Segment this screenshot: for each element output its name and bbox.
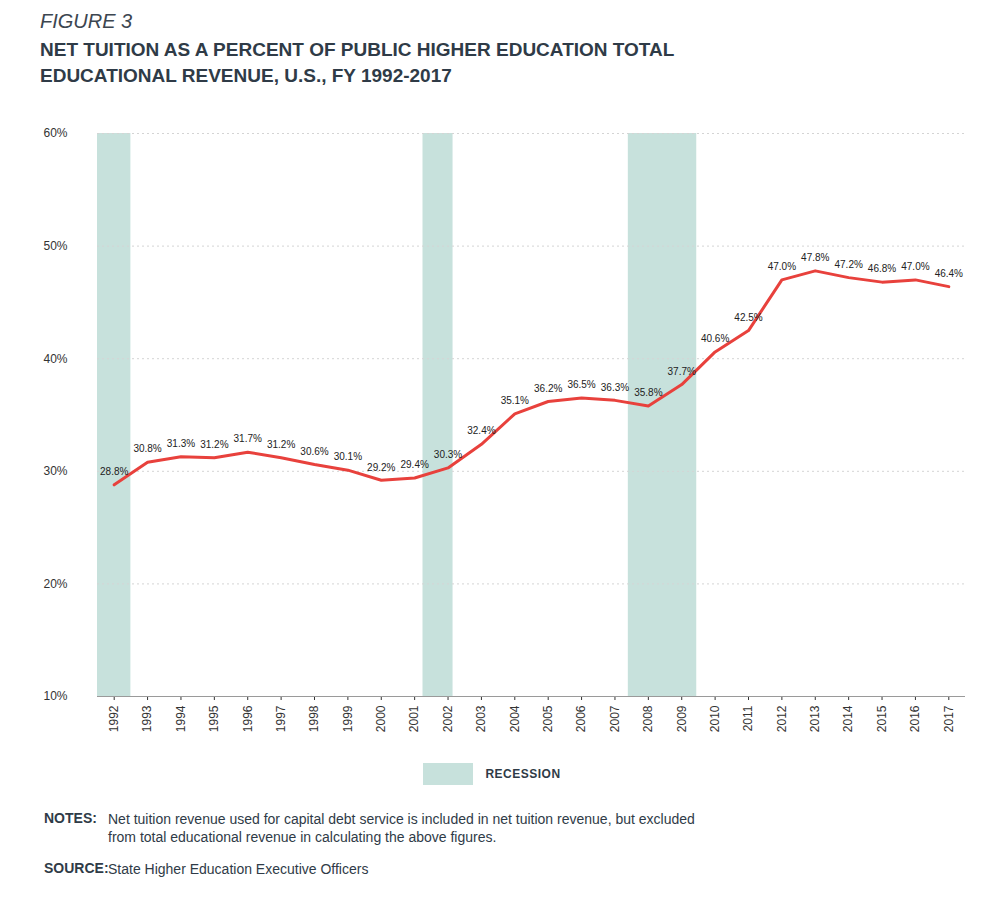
svg-text:2000: 2000 bbox=[374, 705, 388, 732]
svg-text:31.3%: 31.3% bbox=[167, 438, 195, 449]
svg-text:30%: 30% bbox=[43, 464, 67, 478]
svg-text:36.5%: 36.5% bbox=[567, 379, 595, 390]
svg-text:35.1%: 35.1% bbox=[501, 395, 529, 406]
svg-text:2006: 2006 bbox=[574, 705, 588, 732]
svg-text:31.2%: 31.2% bbox=[267, 439, 295, 450]
svg-text:36.3%: 36.3% bbox=[601, 382, 629, 393]
svg-text:28.8%: 28.8% bbox=[100, 466, 128, 477]
svg-text:47.0%: 47.0% bbox=[901, 261, 929, 272]
svg-text:2008: 2008 bbox=[641, 705, 655, 732]
svg-text:2013: 2013 bbox=[808, 705, 822, 732]
svg-text:20%: 20% bbox=[43, 577, 67, 591]
svg-text:1998: 1998 bbox=[307, 705, 321, 732]
svg-text:30.8%: 30.8% bbox=[133, 443, 161, 454]
svg-text:31.7%: 31.7% bbox=[234, 433, 262, 444]
svg-text:30.1%: 30.1% bbox=[334, 451, 362, 462]
html-text:NOTES:: NOTES: bbox=[44, 810, 97, 826]
svg-text:2010: 2010 bbox=[708, 705, 722, 732]
svg-text:37.7%: 37.7% bbox=[668, 366, 696, 377]
svg-text:30.3%: 30.3% bbox=[434, 449, 462, 460]
svg-text:29.2%: 29.2% bbox=[367, 462, 395, 473]
svg-text:29.4%: 29.4% bbox=[400, 459, 428, 470]
svg-text:2007: 2007 bbox=[608, 705, 622, 732]
svg-text:42.5%: 42.5% bbox=[734, 312, 762, 323]
svg-text:1993: 1993 bbox=[140, 705, 154, 732]
svg-text:2003: 2003 bbox=[474, 705, 488, 732]
svg-text:36.2%: 36.2% bbox=[534, 383, 562, 394]
svg-text:2011: 2011 bbox=[741, 705, 755, 731]
svg-text:1996: 1996 bbox=[241, 705, 255, 732]
svg-text:46.4%: 46.4% bbox=[935, 268, 963, 279]
svg-text:1994: 1994 bbox=[174, 705, 188, 732]
svg-text:35.8%: 35.8% bbox=[634, 387, 662, 398]
svg-text:50%: 50% bbox=[43, 239, 67, 253]
html-text:NET TUITION AS A PERCENT OF PU: NET TUITION AS A PERCENT OF PUBLIC HIGHE… bbox=[40, 39, 674, 86]
svg-text:10%: 10% bbox=[43, 689, 67, 703]
svg-text:31.2%: 31.2% bbox=[200, 439, 228, 450]
svg-text:40.6%: 40.6% bbox=[701, 333, 729, 344]
svg-text:2012: 2012 bbox=[775, 705, 789, 732]
svg-text:2009: 2009 bbox=[675, 705, 689, 732]
html-text:RECESSION: RECESSION bbox=[485, 767, 561, 781]
svg-text:1997: 1997 bbox=[274, 705, 288, 732]
svg-text:2002: 2002 bbox=[441, 705, 455, 732]
svg-text:2016: 2016 bbox=[908, 705, 922, 732]
svg-text:46.8%: 46.8% bbox=[868, 263, 896, 274]
svg-text:47.2%: 47.2% bbox=[834, 259, 862, 270]
svg-text:2004: 2004 bbox=[508, 705, 522, 732]
svg-text:2015: 2015 bbox=[875, 705, 889, 732]
svg-text:2014: 2014 bbox=[841, 705, 855, 732]
svg-text:1995: 1995 bbox=[207, 705, 221, 732]
html-text:SOURCE: State Higher Education: SOURCE: State Higher Education Executive… bbox=[44, 860, 369, 877]
svg-text:2005: 2005 bbox=[541, 705, 555, 732]
html-text:Net tuition revenue used for c: Net tuition revenue used for capital deb… bbox=[108, 811, 695, 845]
svg-text:47.0%: 47.0% bbox=[768, 261, 796, 272]
svg-text:2001: 2001 bbox=[407, 705, 421, 732]
svg-text:1999: 1999 bbox=[341, 705, 355, 732]
svg-text:40%: 40% bbox=[43, 352, 67, 366]
svg-text:1992: 1992 bbox=[107, 705, 121, 732]
svg-text:60%: 60% bbox=[43, 126, 67, 140]
svg-text:32.4%: 32.4% bbox=[467, 425, 495, 436]
html-text:FIGURE 3: FIGURE 3 bbox=[40, 10, 133, 32]
svg-text:47.8%: 47.8% bbox=[801, 252, 829, 263]
svg-text:2017: 2017 bbox=[942, 705, 956, 732]
svg-text:30.6%: 30.6% bbox=[300, 446, 328, 457]
